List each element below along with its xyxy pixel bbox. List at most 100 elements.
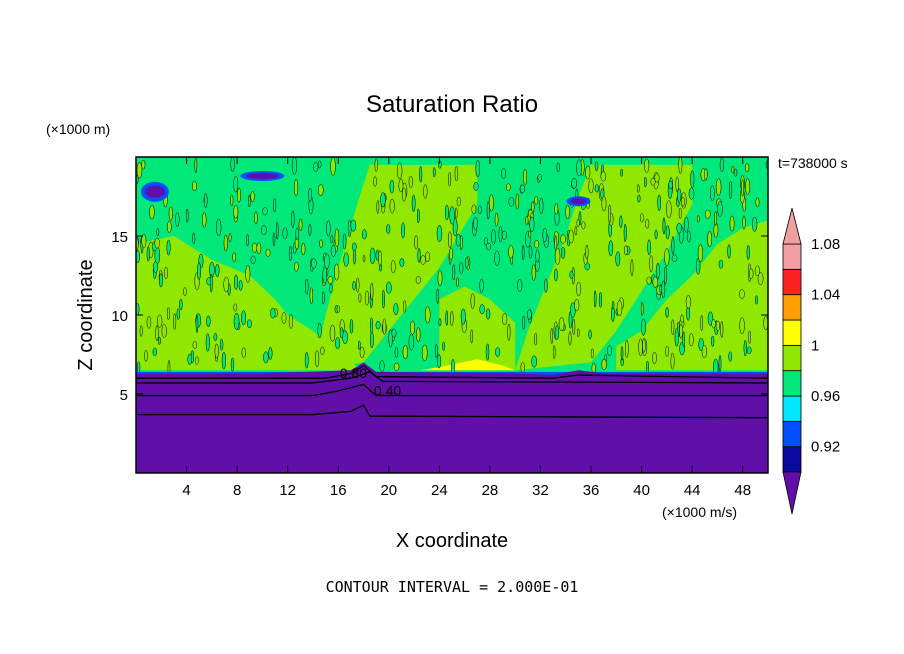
speckle-cell bbox=[528, 230, 532, 238]
speckle-cell bbox=[305, 278, 309, 295]
colorbar-band bbox=[782, 344, 802, 372]
speckle-cell bbox=[671, 254, 678, 262]
speckle-cell bbox=[647, 239, 651, 256]
speckle-cell bbox=[153, 261, 159, 273]
speckle-cell bbox=[228, 233, 232, 243]
speckle-cell bbox=[399, 258, 405, 267]
y-axis: 5 10 15 bbox=[111, 229, 768, 404]
speckle-cell bbox=[334, 263, 340, 281]
speckle-cell bbox=[192, 232, 196, 245]
speckle-cell bbox=[361, 229, 367, 240]
speckle-cell bbox=[588, 178, 594, 194]
speckle-cell bbox=[382, 318, 387, 335]
speckle-cell bbox=[665, 345, 670, 357]
speckle-cell bbox=[665, 307, 669, 318]
speckle-cell bbox=[156, 228, 160, 237]
speckle-cell bbox=[696, 215, 700, 223]
speckle-cell bbox=[470, 293, 475, 310]
speckle-cell bbox=[329, 283, 333, 294]
speckle-cell bbox=[390, 260, 396, 274]
speckle-cell bbox=[288, 245, 292, 262]
speckle-cell bbox=[327, 276, 334, 284]
speckle-cell bbox=[710, 185, 715, 202]
speckle-cell bbox=[146, 316, 152, 329]
colorbar-band bbox=[782, 420, 802, 448]
speckle-cell bbox=[263, 351, 269, 364]
y-tick-label: 10 bbox=[111, 308, 128, 325]
speckle-cell bbox=[654, 173, 660, 183]
speckle-cell bbox=[498, 226, 503, 243]
speckle-cell bbox=[409, 320, 415, 335]
speckle-cell bbox=[247, 319, 252, 329]
speckle-cell bbox=[294, 261, 299, 272]
speckle-cell bbox=[379, 360, 385, 373]
saturated-region bbox=[616, 220, 768, 371]
speckle-cell bbox=[179, 298, 183, 311]
speckle-cell bbox=[223, 234, 228, 252]
speckle-cell bbox=[674, 328, 679, 347]
speckle-cell bbox=[554, 268, 558, 282]
colorbar-tick-label: 0.96 bbox=[811, 388, 840, 405]
x-axis: 4 8 12 16 20 24 28 32 36 40 44 48 bbox=[182, 157, 751, 499]
speckle-cell bbox=[209, 273, 213, 293]
speckle-cell bbox=[685, 295, 692, 309]
speckle-cell bbox=[519, 184, 526, 194]
dry-patch-core bbox=[570, 198, 587, 205]
speckle-cell bbox=[311, 258, 317, 269]
speckle-cell bbox=[246, 233, 249, 247]
speckle-cell bbox=[315, 350, 320, 368]
x-tick-label: 44 bbox=[684, 482, 701, 499]
speckle-cell bbox=[313, 162, 319, 172]
speckle-cell bbox=[470, 329, 473, 344]
speckle-cell bbox=[574, 299, 580, 312]
speckle-cell bbox=[657, 194, 661, 211]
speckle-cell bbox=[495, 347, 501, 357]
speckle-cell bbox=[479, 304, 485, 315]
speckle-cell bbox=[438, 318, 442, 327]
speckle-cell bbox=[752, 216, 758, 232]
speckle-cell bbox=[301, 243, 306, 256]
speckle-cell bbox=[358, 293, 362, 303]
speckle-cell bbox=[192, 180, 197, 192]
speckle-cell bbox=[718, 259, 724, 269]
speckle-cell bbox=[473, 216, 478, 230]
speckle-cell bbox=[421, 344, 428, 362]
speckle-cell bbox=[641, 318, 646, 336]
speckle-cell bbox=[373, 176, 377, 187]
speckle-cell bbox=[718, 355, 722, 373]
speckle-cell bbox=[593, 290, 597, 308]
speckle-cell bbox=[615, 251, 621, 267]
speckle-cell bbox=[416, 327, 421, 343]
speckle-cell bbox=[744, 163, 750, 172]
speckle-cell bbox=[680, 196, 685, 207]
speckle-cell bbox=[749, 268, 754, 280]
field-speckle bbox=[136, 157, 768, 377]
speckle-cell bbox=[727, 244, 731, 259]
colorbar-band bbox=[782, 319, 802, 346]
speckle-cell bbox=[454, 207, 458, 219]
speckle-cell bbox=[620, 168, 623, 177]
speckle-cell bbox=[491, 229, 496, 245]
speckle-cell bbox=[623, 223, 627, 242]
speckle-cell bbox=[697, 244, 704, 263]
speckle-cell bbox=[393, 362, 400, 371]
speckle-cell bbox=[450, 310, 454, 327]
speckle-cell bbox=[386, 281, 392, 294]
speckle-cell bbox=[203, 192, 208, 209]
speckle-cell bbox=[664, 247, 670, 267]
speckle-cell bbox=[256, 242, 262, 255]
colorbar-band bbox=[782, 446, 802, 473]
speckle-cell bbox=[248, 194, 251, 208]
speckle-cell bbox=[535, 249, 540, 263]
speckle-cell bbox=[233, 303, 238, 312]
dry-patch-core bbox=[246, 172, 279, 179]
speckle-cell bbox=[711, 319, 716, 329]
speckle-cell bbox=[364, 290, 370, 306]
saturated-region bbox=[136, 236, 364, 371]
speckle-cell bbox=[640, 301, 644, 316]
speckle-cell bbox=[139, 325, 143, 337]
speckle-cell bbox=[746, 245, 750, 261]
speckle-cell bbox=[298, 218, 303, 231]
speckle-cell bbox=[560, 234, 566, 244]
speckle-cell bbox=[554, 203, 559, 215]
